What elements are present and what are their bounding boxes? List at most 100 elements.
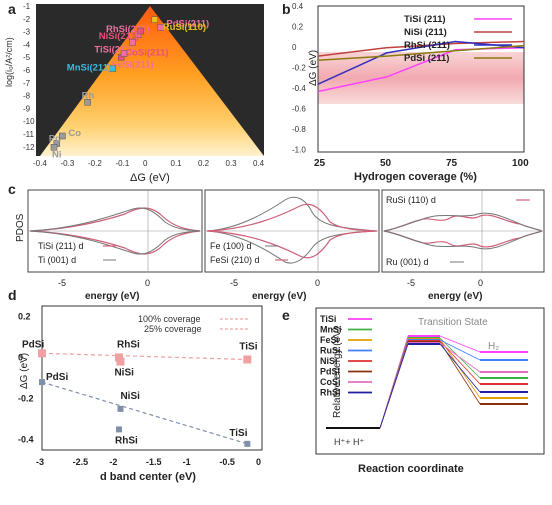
panel-d-ytick: 0 — [18, 352, 23, 362]
panel-e-legend-label: RuSi — [320, 346, 341, 356]
panel-e-connector-down — [439, 343, 481, 393]
panel-d-plot: PdSi RhSi NiSi TiSi PdSi NiSi RhSi TiSi — [22, 339, 258, 447]
panel-a-point-label: PdSi(211) — [166, 18, 209, 29]
panel-b-series-line — [317, 44, 525, 61]
panel-d-label-100: TiSi — [239, 341, 257, 352]
panel-a-volcano — [40, 6, 264, 156]
panel-d-marker-25 — [244, 440, 251, 447]
panel-d-frame — [41, 305, 263, 451]
panel-d-ytick: 0.2 — [18, 311, 31, 321]
pdos-legend-3-line2: Ru (001) d — [386, 257, 429, 267]
panel-a-xtick: 0 — [143, 159, 148, 168]
panel-b-xlabel: Hydrogen coverage (%) — [354, 171, 477, 183]
panel-d-fit-100 — [41, 352, 248, 361]
panel-e-frame — [315, 307, 545, 455]
panel-a-xtick: -0.4 — [33, 159, 47, 168]
pdos-tick-1a: -5 — [58, 278, 66, 288]
panel-a-point-label: Ni — [52, 149, 62, 160]
panel-a-marker — [50, 144, 58, 151]
panel-e-xlabel: Reaction coordinate — [358, 463, 464, 475]
panel-a-point-label: CoSi(211) — [125, 47, 168, 58]
pdos-tick-3a: -5 — [407, 278, 415, 288]
panel-e-ylabel: Relative energy (eV) — [332, 327, 343, 418]
panel-a-ytick: -1 — [23, 2, 31, 11]
panel-b-ytick: 0 — [292, 43, 297, 52]
panel-a-point-label: Co — [68, 128, 81, 139]
panel-d-letter: d — [8, 287, 17, 303]
panel-b-ytick: -0.8 — [292, 125, 306, 134]
panel-a-yaxis: -1 -2 -3 -4 -5 -6 -7 -8 -9 -10 -11 -12 — [23, 2, 35, 152]
panel-a-marker — [129, 39, 136, 46]
panel-a-ytick: -8 — [23, 92, 31, 101]
panel-a-ytick: -2 — [23, 15, 31, 24]
panel-d-label-25: PdSi — [46, 372, 68, 383]
panel-d-xtick: -2 — [109, 457, 117, 467]
panel-a-marker — [157, 24, 164, 31]
panel-a-ytick: -11 — [23, 130, 35, 139]
panel-d-marker-25 — [116, 426, 122, 433]
panel-b-xaxis: 25 50 75 100 — [314, 158, 529, 169]
panel-a-marker — [84, 99, 91, 106]
panel-a-marker — [137, 27, 145, 35]
panel-a-ytick: -7 — [23, 79, 31, 88]
panel-d-label-25: TiSi — [229, 428, 247, 439]
pdos-curve-3c — [383, 212, 543, 232]
panel-a-marker — [151, 16, 159, 23]
panel-b-legend-label: NiSi (211) — [404, 27, 447, 38]
pdos-tick-1b: 0 — [145, 278, 150, 288]
pdos-xlabel-3: energy (eV) — [428, 291, 482, 302]
panel-b-ytick: 0.4 — [292, 2, 304, 11]
panel-c: c PDOS TiSi (211) d Ti (001) d -5 0 ener… — [8, 181, 545, 302]
pdos-curve-2b — [206, 230, 378, 264]
panel-b-ytick: -1.0 — [292, 146, 306, 155]
pdos-subplot-fe: Fe (100) d FeSi (210) d -5 0 energy (eV) — [204, 189, 380, 302]
panel-a-ytick: -12 — [23, 143, 35, 152]
panel-d-xtick: -3 — [36, 457, 44, 467]
pdos-curve-2d — [206, 230, 378, 259]
panel-a-ytick: -6 — [23, 66, 31, 75]
panel-d-label-100: PdSi — [22, 339, 44, 350]
panel-a-xtick: -0.2 — [88, 159, 102, 168]
panel-d-xlabel: d band center (eV) — [100, 471, 196, 483]
panel-a-xtick: 0.2 — [198, 159, 210, 168]
panel-a-point-label: MnSi(211) — [67, 63, 111, 74]
panel-a-xaxis: -0.4 -0.3 -0.2 -0.1 0 0.1 0.2 0.3 0.4 — [33, 159, 265, 168]
panel-d-marker-100 — [38, 349, 46, 358]
panel-e-legend-label: NiSi — [320, 356, 338, 366]
panel-e-ts-label: Transition State — [418, 317, 488, 328]
pdos-curve-2a — [206, 196, 378, 232]
panel-b-ytick: 0.2 — [292, 23, 304, 32]
pdos-subplot-ru: RuSi (110) d Ru (001) d -5 0 energy (eV) — [381, 189, 545, 302]
panel-a: a -1-2-3-4-5-6-7-8-9-10-11-12 -0.4 -0.3 -0… — [4, 1, 265, 184]
panel-b-xtick: 100 — [512, 158, 529, 169]
panel-d: d 0.2 0 -0.2 -0.4 -3 -2.5 -2 -1.5 -1 -0.5 0 ΔG (e… — [8, 287, 263, 483]
panel-a-letter: a — [8, 1, 16, 17]
pdos-tick-2b: 0 — [315, 278, 320, 288]
panel-b-letter: b — [282, 1, 291, 17]
panel-d-xtick: -0.5 — [219, 457, 235, 467]
panel-e-h2-label: H₂ — [488, 341, 499, 352]
panel-d-ytick: -0.4 — [18, 435, 34, 445]
panel-d-xtick: -1 — [183, 457, 191, 467]
panel-a-point-label: NiSi(211) — [99, 31, 139, 42]
panel-d-label-100: RhSi — [117, 339, 140, 350]
panel-b-ylabel: ΔG (eV) — [308, 50, 319, 86]
panel-b-band — [318, 52, 524, 104]
pdos-curve-1c — [29, 207, 201, 232]
panel-d-xtick: 0 — [256, 457, 261, 467]
panel-b-series-line — [317, 40, 525, 57]
panel-d-xtick: -1.5 — [146, 457, 162, 467]
panel-e-legend-label: MnSi — [320, 325, 342, 335]
pdos-curve-1a — [29, 207, 201, 232]
panel-a-point-label: FeSi(211) — [112, 60, 154, 71]
panel-e-connector-down — [439, 335, 481, 353]
panel-d-legend-25: 25% coverage — [144, 324, 202, 334]
panel-e-legend-label: RhSi — [320, 388, 341, 398]
panel-b-series — [317, 40, 525, 93]
panel-b-xtick: 25 — [314, 158, 326, 169]
panel-e-legend-label: PdSi — [320, 367, 340, 377]
pdos-curve-3d — [383, 230, 543, 250]
pdos-legend-2-line1: Fe (100) d — [210, 241, 252, 251]
panel-a-xtick: 0.1 — [171, 159, 183, 168]
panel-a-xtick: -0.3 — [61, 159, 75, 168]
